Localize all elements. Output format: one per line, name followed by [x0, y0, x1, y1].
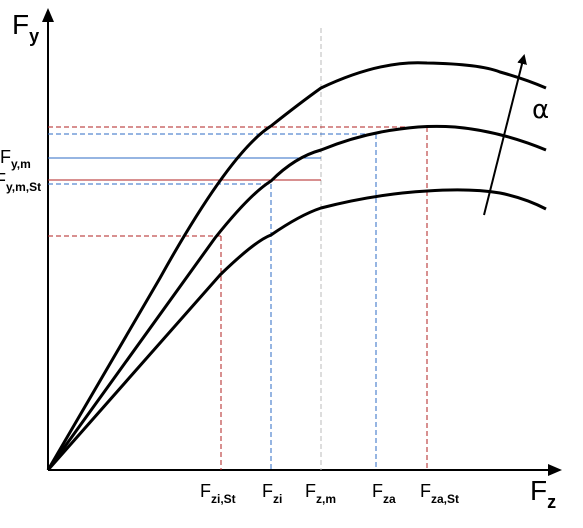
- label-fzast: Fza,St: [420, 481, 459, 506]
- label-fzi: Fzi: [262, 481, 282, 506]
- curve-middle: [46, 124, 547, 471]
- x-axis-label: Fz: [530, 475, 556, 512]
- curve-top: [46, 61, 547, 471]
- x-axis-arrow-icon: [548, 464, 562, 476]
- label-fzm: Fz,m: [305, 481, 336, 506]
- alpha-label: α: [532, 95, 549, 125]
- label-fzist: Fzi,St: [200, 481, 236, 506]
- label-fza: Fza: [372, 481, 396, 506]
- label-fymst: Fy,m,St: [0, 170, 41, 194]
- y-axis-arrow-icon: [42, 8, 54, 22]
- alpha-arrow: [483, 54, 527, 216]
- label-fym: Fy,m: [0, 147, 31, 171]
- curve-bottom: [46, 188, 547, 471]
- y-axis-label: Fy: [12, 9, 39, 46]
